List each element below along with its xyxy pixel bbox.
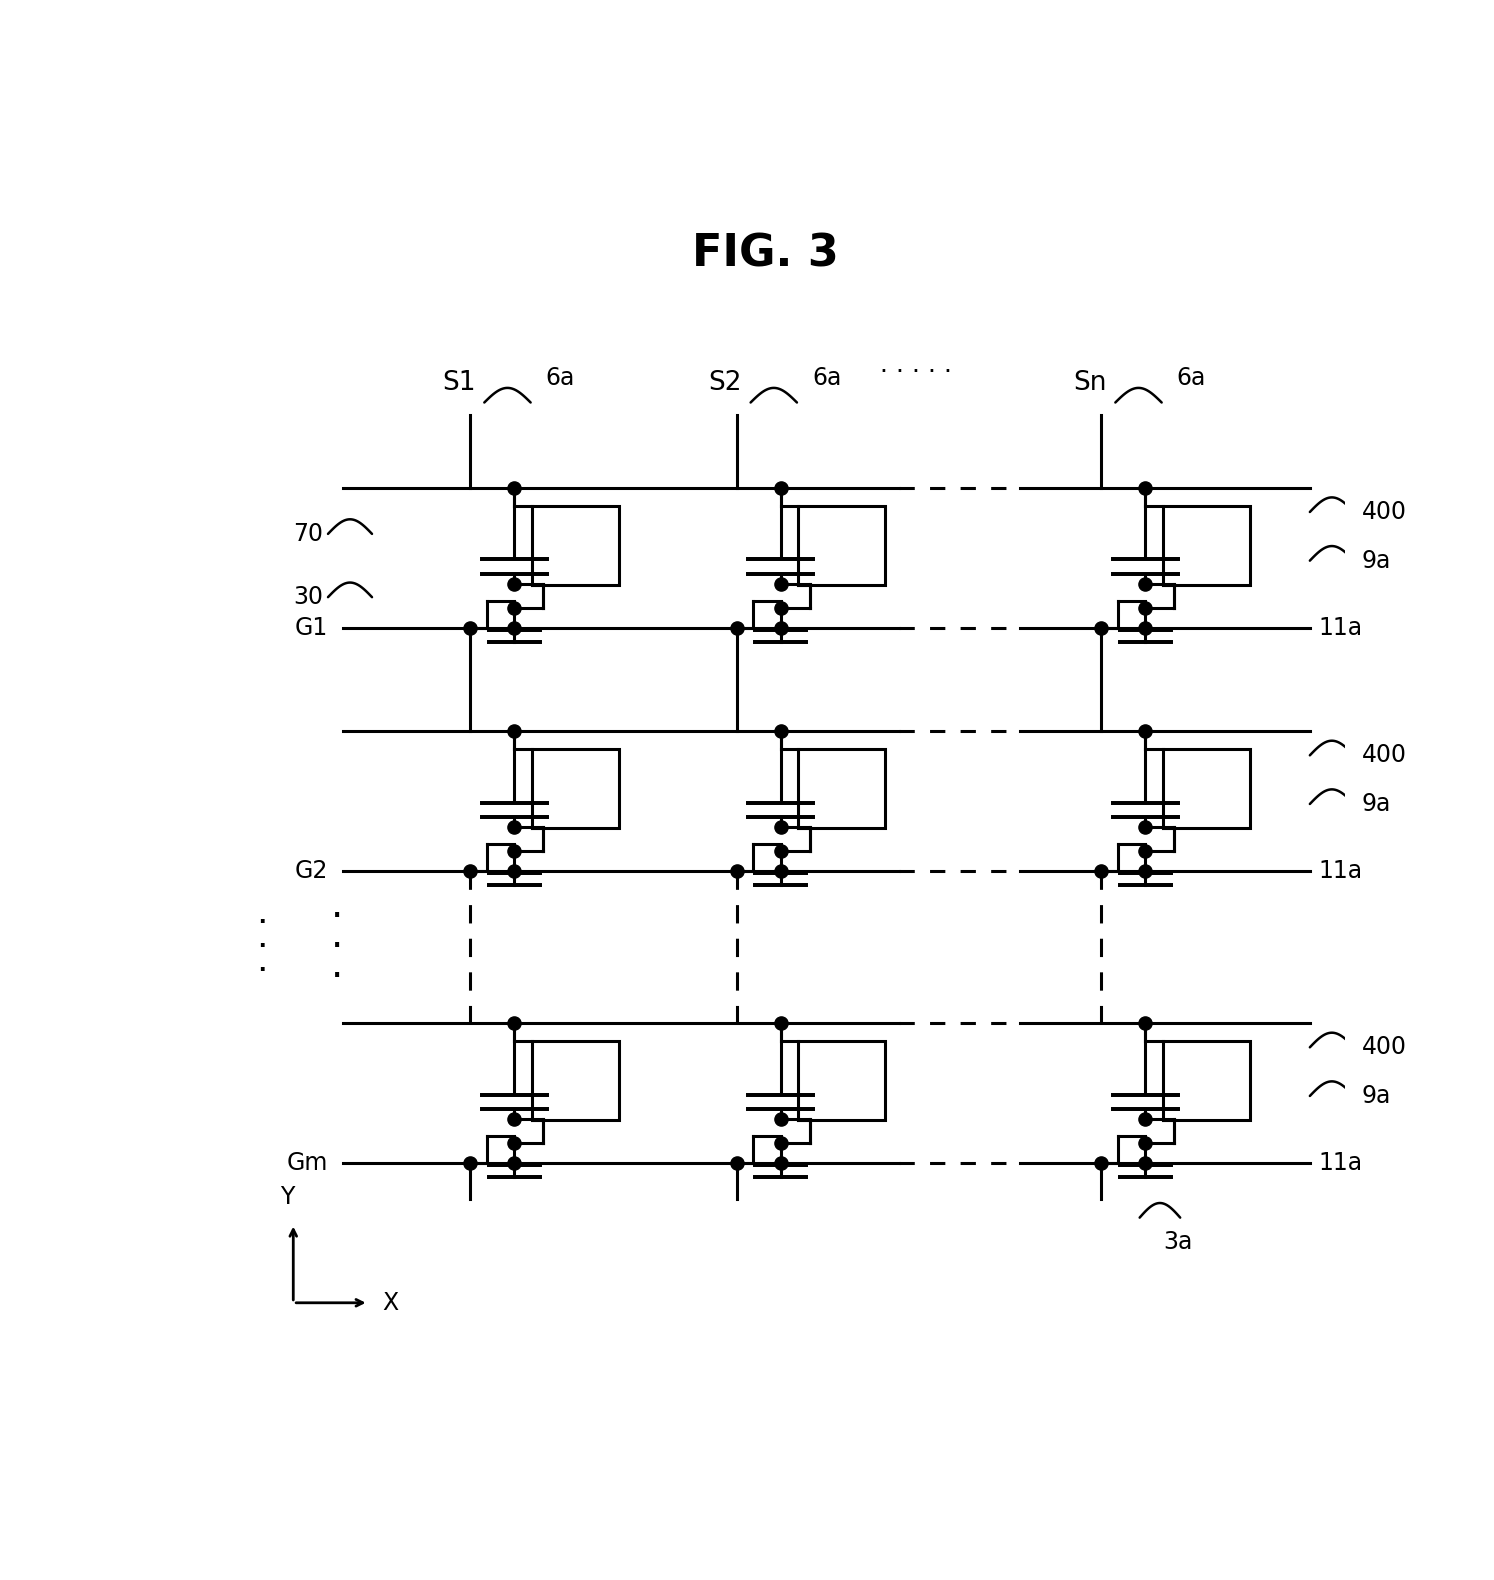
Text: X: X	[382, 1291, 399, 1315]
Point	[1089, 615, 1113, 640]
Point	[769, 858, 793, 883]
Point	[769, 570, 793, 596]
Point	[769, 1150, 793, 1176]
Bar	[532, 506, 619, 585]
Point	[769, 1106, 793, 1131]
Text: ·: ·	[257, 931, 267, 964]
Point	[769, 839, 793, 864]
Text: 400: 400	[1363, 743, 1407, 768]
Point	[1134, 1106, 1158, 1131]
Point	[1089, 858, 1113, 883]
Point	[502, 858, 526, 883]
Point	[1134, 1010, 1158, 1035]
Point	[769, 596, 793, 621]
Point	[769, 719, 793, 744]
Text: 11a: 11a	[1318, 616, 1363, 640]
Point	[1134, 858, 1158, 883]
Text: 6a: 6a	[1177, 367, 1206, 390]
Point	[1089, 1150, 1113, 1176]
Point	[502, 596, 526, 621]
Point	[1134, 1150, 1158, 1176]
Bar	[798, 749, 884, 828]
Point	[502, 1106, 526, 1131]
Text: ·: ·	[257, 954, 267, 988]
Bar	[1162, 506, 1249, 585]
Text: 9a: 9a	[1363, 548, 1391, 572]
Point	[502, 1010, 526, 1035]
Point	[769, 1010, 793, 1035]
Point	[1134, 839, 1158, 864]
Text: 3a: 3a	[1162, 1229, 1192, 1255]
Point	[725, 615, 748, 640]
Point	[1134, 615, 1158, 640]
Point	[502, 615, 526, 640]
Text: G1: G1	[294, 616, 329, 640]
Text: Y: Y	[281, 1185, 294, 1209]
Text: 6a: 6a	[813, 367, 841, 390]
Text: 400: 400	[1363, 1035, 1407, 1059]
Text: S2: S2	[708, 370, 743, 397]
Point	[502, 1150, 526, 1176]
Bar	[1162, 749, 1249, 828]
Text: ·: ·	[332, 897, 344, 935]
Point	[502, 476, 526, 501]
Point	[769, 615, 793, 640]
Point	[502, 719, 526, 744]
Point	[1134, 476, 1158, 501]
Bar	[532, 1041, 619, 1120]
Text: 400: 400	[1363, 499, 1407, 525]
Point	[1134, 814, 1158, 839]
Point	[502, 570, 526, 596]
Text: S1: S1	[442, 370, 475, 397]
Bar	[798, 1041, 884, 1120]
Point	[502, 1131, 526, 1157]
Point	[459, 858, 483, 883]
Point	[769, 476, 793, 501]
Text: ·: ·	[257, 905, 267, 940]
Text: 11a: 11a	[1318, 1150, 1363, 1176]
Text: ·: ·	[332, 927, 344, 965]
Point	[1134, 570, 1158, 596]
Point	[502, 839, 526, 864]
Text: 11a: 11a	[1318, 860, 1363, 883]
Bar	[798, 506, 884, 585]
Point	[1134, 1131, 1158, 1157]
Text: Gm: Gm	[287, 1150, 329, 1176]
Text: 30: 30	[293, 585, 323, 610]
Text: 6a: 6a	[545, 367, 575, 390]
Point	[459, 1150, 483, 1176]
Text: 9a: 9a	[1363, 1084, 1391, 1108]
Bar	[1162, 1041, 1249, 1120]
Text: FIG. 3: FIG. 3	[692, 232, 840, 275]
Text: Sn: Sn	[1073, 370, 1107, 397]
Point	[769, 814, 793, 839]
Point	[1134, 719, 1158, 744]
Point	[725, 1150, 748, 1176]
Bar	[532, 749, 619, 828]
Text: · · · · ·: · · · · ·	[880, 360, 952, 384]
Point	[459, 615, 483, 640]
Text: G2: G2	[294, 860, 329, 883]
Point	[769, 1131, 793, 1157]
Text: 70: 70	[293, 521, 323, 547]
Point	[502, 814, 526, 839]
Point	[725, 858, 748, 883]
Text: ·: ·	[332, 959, 344, 997]
Text: 9a: 9a	[1363, 792, 1391, 815]
Point	[1134, 596, 1158, 621]
